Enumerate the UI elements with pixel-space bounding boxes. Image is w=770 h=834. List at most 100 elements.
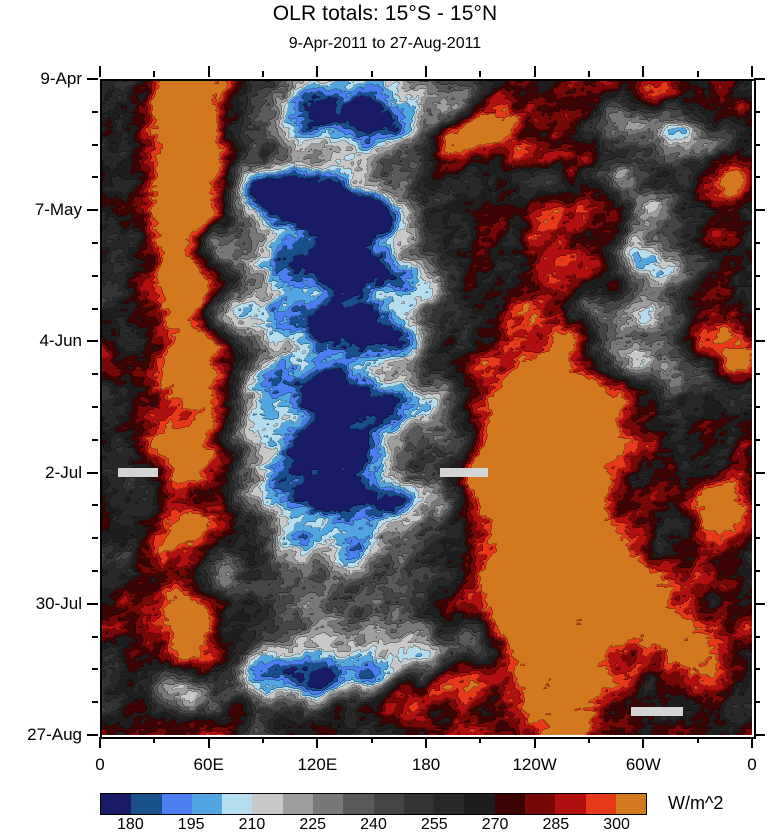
x-axis-tick-label: 60E: [193, 755, 224, 774]
x-major-tick-top: [533, 66, 536, 77]
date-range-subtitle: 9-Apr-2011 to 27-Aug-2011: [288, 35, 482, 52]
y-minor-tick: [92, 438, 98, 441]
colorbar-tick-label: 240: [360, 816, 387, 833]
colorbar-tick-label: 180: [117, 816, 144, 833]
x-axis-tick-label: 180: [411, 755, 441, 774]
y-minor-tick: [92, 373, 98, 376]
x-minor-tick: [153, 737, 156, 743]
y-minor-tick-right: [754, 635, 760, 638]
y-minor-tick: [92, 701, 98, 704]
colorbar-segment: [282, 794, 313, 814]
x-axis-tick-label: 0: [95, 755, 105, 774]
colorbar-segment: [131, 794, 162, 814]
colorbar-segment: [434, 794, 465, 814]
y-minor-tick-right: [754, 274, 760, 277]
y-minor-tick: [92, 176, 98, 179]
colorbar-tick-label: 285: [542, 816, 570, 833]
x-minor-tick-top: [588, 71, 590, 77]
colorbar-segment: [524, 794, 556, 814]
olr-heatmap-canvas: [100, 79, 752, 735]
x-major-tick: [316, 737, 319, 748]
x-major-tick-top: [207, 66, 210, 77]
y-minor-tick: [92, 668, 98, 671]
colorbar-segment: [101, 794, 132, 814]
x-major-tick: [99, 737, 101, 748]
x-major-tick-top: [751, 66, 753, 77]
x-minor-tick: [370, 737, 373, 743]
y-minor-tick-right: [754, 438, 760, 441]
y-major-tick: [87, 734, 98, 736]
x-major-tick-top: [316, 66, 319, 77]
y-axis-tick-label: 4-Jun: [39, 331, 82, 351]
colorbar-segment: [555, 794, 586, 814]
y-major-tick-right: [754, 340, 765, 343]
y-minor-tick: [92, 307, 98, 310]
y-minor-tick-right: [754, 504, 760, 507]
x-axis-tick-label: 120W: [512, 755, 557, 774]
y-axis-tick-label: 7-May: [34, 200, 82, 220]
y-major-tick-right: [754, 471, 765, 474]
colorbar-segment: [464, 794, 495, 814]
colorbar-tick-label: 255: [420, 816, 448, 833]
colorbar-tick-label: 300: [603, 816, 630, 833]
x-minor-tick-top: [479, 71, 482, 77]
colorbar-segment: [494, 794, 525, 814]
y-axis-tick-label: 9-Apr: [40, 69, 82, 88]
y-minor-tick-right: [754, 176, 760, 179]
y-minor-tick: [92, 635, 98, 638]
x-minor-tick: [696, 737, 699, 743]
colorbar-segment: [312, 794, 344, 814]
y-minor-tick: [92, 242, 98, 244]
y-major-tick: [87, 602, 98, 605]
y-major-tick: [87, 340, 98, 343]
y-minor-tick-right: [754, 406, 760, 408]
y-minor-tick: [92, 406, 98, 408]
y-axis-tick-label: 2-Jul: [45, 462, 82, 482]
y-major-tick-right: [754, 78, 765, 80]
y-minor-tick: [92, 110, 98, 113]
y-minor-tick-right: [754, 570, 760, 572]
y-axis-tick-label: 27-Aug: [27, 725, 82, 744]
colorbar-segment: [191, 794, 223, 814]
y-major-tick-right: [754, 734, 765, 736]
x-axis-tick-label: 0: [747, 755, 757, 774]
y-minor-tick-right: [754, 307, 760, 310]
colorbar-segment: [161, 794, 192, 814]
x-minor-tick-top: [153, 71, 156, 77]
y-major-tick-right: [754, 602, 765, 605]
x-axis-tick-label: 120E: [297, 755, 338, 774]
y-minor-tick: [92, 537, 98, 540]
colorbar-segment: [373, 794, 404, 814]
colorbar-units-label: W/m^2: [668, 793, 724, 813]
colorbar-tick-label: 225: [299, 816, 327, 833]
colorbar-segment: [585, 794, 616, 814]
x-major-tick: [533, 737, 536, 748]
x-major-tick-top: [99, 66, 101, 77]
y-minor-tick-right: [754, 668, 760, 671]
colorbar-tick-label: 210: [238, 816, 266, 833]
x-major-tick-top: [642, 66, 645, 77]
y-axis-tick-label: 30-Jul: [35, 593, 82, 613]
x-minor-tick-top: [262, 71, 264, 77]
y-minor-tick: [92, 504, 98, 507]
y-major-tick: [87, 209, 98, 212]
colorbar-tick-label: 195: [177, 816, 205, 833]
x-minor-tick-top: [370, 71, 373, 77]
y-major-tick: [87, 78, 98, 80]
colorbar-segment: [252, 794, 283, 814]
x-minor-tick: [479, 737, 482, 743]
y-minor-tick-right: [754, 537, 760, 540]
colorbar: [100, 793, 647, 815]
y-minor-tick-right: [754, 701, 760, 704]
x-major-tick: [425, 737, 427, 748]
y-minor-tick-right: [754, 242, 760, 244]
y-minor-tick-right: [754, 110, 760, 113]
x-major-tick-top: [425, 66, 427, 77]
colorbar-swatches: [100, 793, 647, 815]
y-minor-tick: [92, 274, 98, 277]
y-minor-tick-right: [754, 143, 760, 146]
hovmoller-plot-area: [100, 79, 752, 735]
colorbar-tick-label: 270: [481, 816, 509, 833]
x-minor-tick: [588, 737, 590, 743]
x-major-tick: [207, 737, 210, 748]
